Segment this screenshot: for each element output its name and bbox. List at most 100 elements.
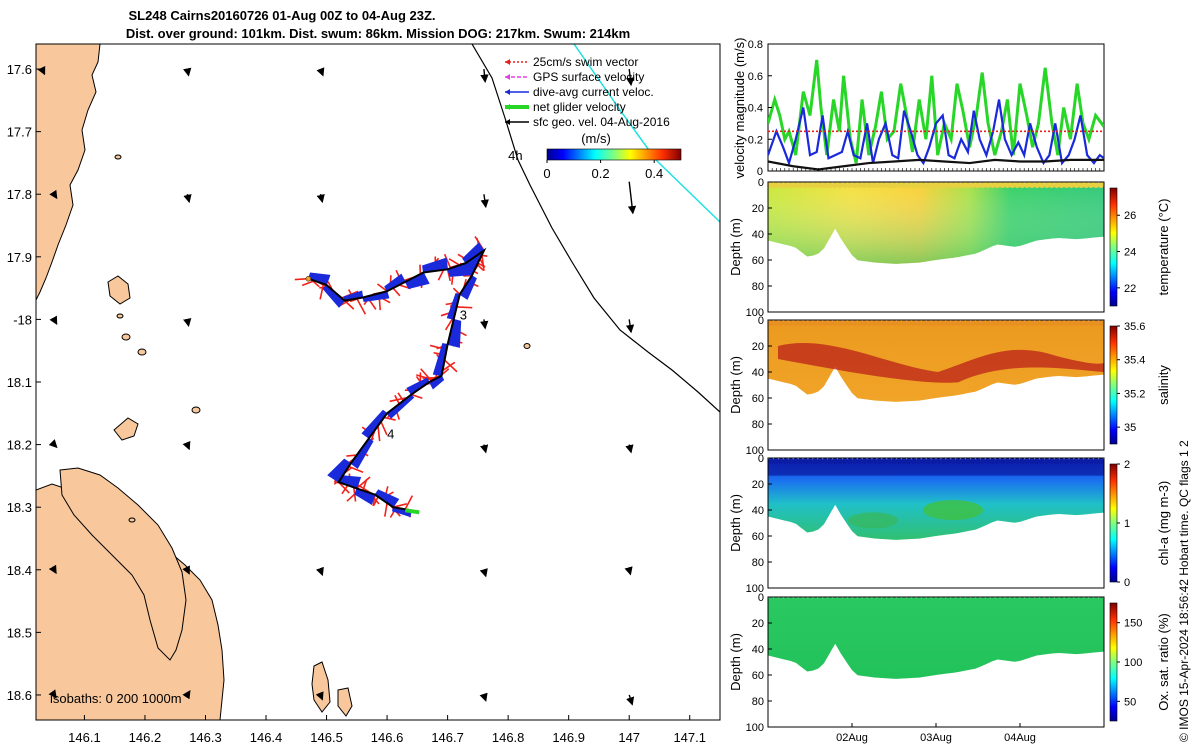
profile-panel-1: 0 20 40 60 80 100 Depth (m) 22 24 26 temperature (…: [728, 177, 1171, 319]
profile-dive-top: [827, 182, 834, 188]
profile-y-tick-label: 80: [752, 696, 764, 708]
profile-dive-top: [984, 320, 991, 326]
swim-vector: [383, 416, 396, 421]
legend-label: 25cm/s swim vector: [533, 55, 638, 69]
geo-velocity-arrow: [48, 689, 57, 699]
legend-label: sfc geo. vel. 04-Aug-2016: [533, 115, 670, 129]
profile-dive-top: [1093, 182, 1100, 188]
profile-dive-top: [1048, 182, 1055, 188]
colorbar-tick-label: 0: [543, 166, 550, 181]
profile-y-tick-label: 40: [752, 229, 764, 241]
profile-dive-top: [768, 597, 774, 603]
profile-dive-top: [817, 597, 824, 603]
velocity-y-tick-label: 0.8: [748, 39, 763, 51]
profile-dive-top: [999, 320, 1006, 326]
swim-vector: [411, 393, 423, 400]
profile-dive-top: [1048, 597, 1055, 603]
profile-dive-top: [1078, 320, 1085, 326]
profile-dive-top: [896, 597, 903, 603]
profile-y-tick-label: 0: [758, 592, 764, 604]
profile-y-tick-label: 20: [752, 618, 764, 630]
map-x-tick-label: 146.7: [431, 730, 464, 745]
profile-dive-top: [1019, 182, 1026, 188]
profile-dive-top: [950, 320, 957, 326]
profile-dive-top: [841, 182, 848, 188]
profile-dive-top: [846, 320, 853, 326]
profile-dive-top: [915, 597, 922, 603]
profile-dive-top: [896, 320, 903, 326]
profile-dive-top: [772, 182, 779, 188]
profile-dive-top: [851, 182, 858, 188]
profile-dive-top: [802, 597, 809, 603]
swim-vector: [346, 454, 357, 457]
isobaths-label: isobaths: 0 200 1000m: [50, 691, 182, 706]
geo-velocity-arrow: [480, 319, 489, 330]
profile-dive-top: [920, 182, 927, 188]
velocity-y-label: velocity magnitude (m/s): [732, 38, 747, 179]
geo-velocity-arrow: [49, 315, 58, 326]
land-mainland-north: [36, 44, 101, 301]
profile-dive-top: [900, 597, 907, 603]
profile-colorbar-label: 150: [1124, 618, 1142, 630]
profile-dive-top: [851, 597, 858, 603]
velocity-panel: 0 0.2 0.4 0.6 0.8 velocity magnitude (m/s): [732, 38, 1105, 179]
legend-label: GPS surface velocity: [533, 70, 644, 84]
profile-dive-top: [1024, 597, 1031, 603]
map-y-tick-label: 17.7: [7, 125, 32, 140]
profile-dive-top: [836, 597, 843, 603]
profile-dive-top: [1063, 320, 1070, 326]
profile-dive-top: [1004, 320, 1011, 326]
swim-vector: [397, 392, 404, 402]
profile-dive-top: [994, 182, 1001, 188]
profile-dive-top: [1009, 597, 1016, 603]
swim-vector: [479, 258, 485, 267]
profile-colorbar-label: 26: [1124, 210, 1136, 222]
profile-dive-top: [925, 182, 932, 188]
profile-y-tick-label: 20: [752, 479, 764, 491]
profile-dive-top: [817, 320, 824, 326]
profile-dive-top: [969, 182, 976, 188]
profile-dive-top: [772, 597, 779, 603]
map-y-tick-label: 18.1: [7, 375, 32, 390]
profile-dive-top: [1098, 182, 1104, 188]
profile-dive-top: [782, 320, 789, 326]
profile-colorbar-title: salinity: [1156, 365, 1171, 405]
profile-dive-top: [920, 597, 927, 603]
profile-y-label: Depth (m): [728, 494, 743, 552]
profile-dive-top: [1033, 597, 1040, 603]
profile-dive-top: [1014, 320, 1021, 326]
profile-dive-top: [802, 320, 809, 326]
map-x-tick-label: 146.9: [552, 730, 585, 745]
profile-dive-top: [832, 320, 839, 326]
profile-dive-top: [930, 320, 937, 326]
profile-dive-top: [979, 597, 986, 603]
profile-dive-top: [969, 320, 976, 326]
profile-panel-3: 0 20 40 60 80 100 Depth (m) 0 1 2 chl-a (mg m-3): [728, 453, 1171, 595]
profile-y-tick-label: 100: [746, 445, 764, 457]
profile-x-tick-label: 03Aug: [920, 732, 952, 744]
map-x-tick-label: 146.8: [492, 730, 525, 745]
profile-dive-top: [1029, 597, 1036, 603]
profile-y-tick-label: 60: [752, 393, 764, 405]
profile-dive-top: [1068, 182, 1075, 188]
profile-dive-top: [787, 320, 794, 326]
profile-dive-top: [1093, 320, 1100, 326]
profile-dive-top: [1043, 320, 1050, 326]
profile-colorbar-label: 2: [1124, 459, 1130, 471]
profile-y-tick-label: 0: [758, 315, 764, 327]
speed-colorbar: [546, 148, 682, 161]
profile-dive-top: [1083, 182, 1090, 188]
profile-dive-top: [910, 597, 917, 603]
profile-dive-top: [881, 597, 888, 603]
geo-velocity-arrow: [183, 193, 192, 204]
swim-vector: [452, 287, 461, 295]
profile-y-tick-label: 80: [752, 419, 764, 431]
profile-dive-top: [974, 182, 981, 188]
profile-dive-top: [822, 182, 829, 188]
profile-dive-top: [1063, 597, 1070, 603]
profile-dive-top: [1029, 182, 1036, 188]
profile-data-field: [768, 599, 1104, 679]
profile-data-overlay: [768, 184, 1104, 264]
profile-dive-top: [876, 597, 883, 603]
